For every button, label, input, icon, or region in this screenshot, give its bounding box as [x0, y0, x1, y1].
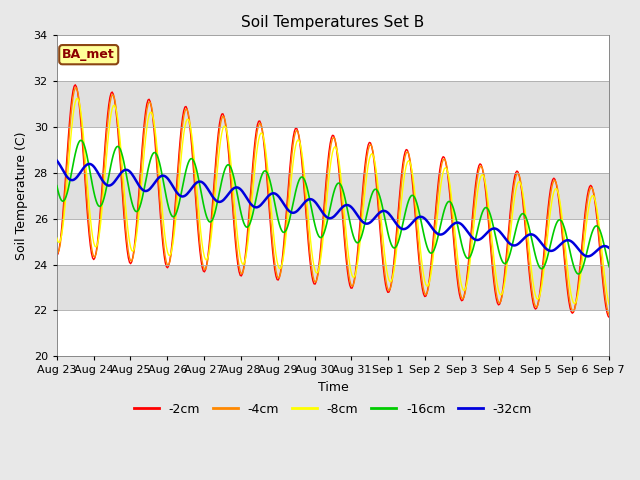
X-axis label: Time: Time [317, 381, 348, 394]
Text: BA_met: BA_met [62, 48, 115, 61]
Bar [57, 311, 609, 356]
Bar [57, 219, 609, 264]
Y-axis label: Soil Temperature (C): Soil Temperature (C) [15, 132, 28, 260]
Bar [57, 81, 609, 127]
Bar [57, 36, 609, 81]
Bar [57, 264, 609, 311]
Legend: -2cm, -4cm, -8cm, -16cm, -32cm: -2cm, -4cm, -8cm, -16cm, -32cm [129, 398, 537, 420]
Title: Soil Temperatures Set B: Soil Temperatures Set B [241, 15, 424, 30]
Bar [57, 173, 609, 219]
Bar [57, 127, 609, 173]
